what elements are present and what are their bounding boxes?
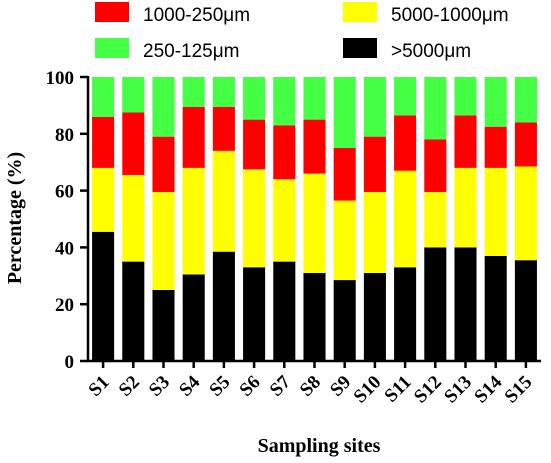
legend-label-gt-5000-m: >5000μm	[391, 41, 471, 62]
bar-s15-gt-5000-m	[514, 260, 537, 361]
bar-s4-gt-5000-m	[182, 274, 205, 361]
bar-s8-250-125-m	[303, 77, 326, 120]
bar-s6-5000-1000-m	[243, 169, 266, 268]
bar-s8-gt-5000-m	[303, 272, 326, 361]
bar-s2-5000-1000-m	[122, 174, 145, 262]
bar-s12-5000-1000-m	[424, 192, 447, 248]
y-tick-label: 80	[55, 125, 74, 146]
bar-s7-1000-250-m	[273, 125, 296, 180]
y-tick-label: 20	[55, 295, 74, 316]
x-tick-label-s2: S2	[115, 372, 144, 401]
bar-s12-1000-250-m	[424, 139, 447, 193]
bar-s5-gt-5000-m	[212, 251, 235, 361]
bars	[92, 77, 537, 361]
bar-s5-250-125-m	[212, 77, 235, 107]
x-tick-label-s8: S8	[296, 372, 325, 401]
bar-s15-1000-250-m	[514, 122, 537, 167]
x-tick-label-s15: S15	[501, 372, 537, 408]
bar-s14-250-125-m	[484, 77, 507, 127]
legend-label-250-125-m: 250-125μm	[143, 41, 240, 62]
bar-s5-1000-250-m	[212, 106, 235, 151]
bar-s1-1000-250-m	[92, 116, 115, 168]
bar-s2-1000-250-m	[122, 112, 145, 175]
bar-s3-250-125-m	[152, 77, 175, 137]
x-tick-label-s6: S6	[236, 372, 265, 401]
bar-s7-gt-5000-m	[273, 261, 296, 361]
bar-s11-1000-250-m	[394, 115, 417, 171]
bar-s13-250-125-m	[454, 77, 477, 116]
bar-s10-250-125-m	[363, 77, 386, 137]
bar-s9-5000-1000-m	[333, 200, 356, 281]
x-tick-label-s1: S1	[85, 372, 114, 401]
x-tick-label-s7: S7	[266, 371, 295, 400]
bar-s14-1000-250-m	[484, 126, 507, 168]
x-tick-label-s13: S13	[440, 372, 476, 408]
bar-s6-1000-250-m	[243, 119, 266, 170]
bar-s8-5000-1000-m	[303, 173, 326, 273]
bar-s13-gt-5000-m	[454, 247, 477, 361]
bar-s14-5000-1000-m	[484, 167, 507, 256]
bar-s7-250-125-m	[273, 77, 296, 126]
x-tick-label-s9: S9	[326, 372, 355, 401]
legend-swatch-1000-250-m	[95, 2, 129, 22]
bar-s12-gt-5000-m	[424, 247, 447, 361]
legend-swatch-5000-1000-m	[343, 2, 377, 22]
legend-label-5000-1000-m: 5000-1000μm	[391, 5, 509, 26]
bar-s4-5000-1000-m	[182, 167, 205, 275]
legend: 1000-250μm 5000-1000μm 250-125μm >5000μm	[95, 2, 509, 62]
bar-s11-5000-1000-m	[394, 170, 417, 268]
bar-s15-5000-1000-m	[514, 166, 537, 261]
bar-s13-5000-1000-m	[454, 167, 477, 248]
x-tick-label-s4: S4	[175, 371, 204, 400]
bar-s11-gt-5000-m	[394, 267, 417, 361]
bar-s14-gt-5000-m	[484, 255, 507, 361]
y-tick-label: 0	[65, 352, 75, 373]
bar-s5-5000-1000-m	[212, 150, 235, 252]
bar-s10-5000-1000-m	[363, 192, 386, 273]
bar-s3-1000-250-m	[152, 136, 175, 193]
bar-s2-gt-5000-m	[122, 261, 145, 361]
bar-s1-gt-5000-m	[92, 231, 115, 361]
x-tick-label-s5: S5	[205, 372, 234, 401]
bar-s11-250-125-m	[394, 77, 417, 116]
bar-s9-gt-5000-m	[333, 280, 356, 361]
x-tick-label-s11: S11	[381, 372, 416, 407]
x-tick-label-s3: S3	[145, 372, 174, 401]
bar-s8-1000-250-m	[303, 119, 326, 174]
bar-s3-5000-1000-m	[152, 192, 175, 290]
bar-s1-5000-1000-m	[92, 167, 115, 232]
y-axis-title: Percentage (%)	[4, 152, 26, 284]
y-tick-label: 60	[55, 182, 74, 203]
bar-s15-250-125-m	[514, 77, 537, 123]
x-tick-label-s14: S14	[470, 371, 506, 407]
legend-swatch-250-125-m	[95, 38, 129, 58]
bar-s2-250-125-m	[122, 77, 145, 113]
bar-s1-250-125-m	[92, 77, 115, 117]
y-tick-label: 100	[46, 68, 75, 89]
bar-s10-gt-5000-m	[363, 272, 386, 361]
y-tick-label: 40	[55, 238, 74, 259]
bar-s3-gt-5000-m	[152, 290, 175, 361]
legend-swatch-gt-5000-m	[343, 38, 377, 58]
bar-s4-1000-250-m	[182, 106, 205, 168]
x-tick-label-s12: S12	[410, 372, 446, 408]
bar-s13-1000-250-m	[454, 115, 477, 168]
x-tick-label-s10: S10	[350, 372, 386, 408]
bar-s6-gt-5000-m	[243, 267, 266, 361]
bar-s9-250-125-m	[333, 77, 356, 148]
bar-s9-1000-250-m	[333, 148, 356, 201]
bar-s7-5000-1000-m	[273, 179, 296, 262]
bar-s10-1000-250-m	[363, 136, 386, 193]
bar-s4-250-125-m	[182, 77, 205, 107]
legend-label-1000-250-m: 1000-250μm	[143, 5, 250, 26]
x-axis-title: Sampling sites	[258, 435, 381, 457]
bar-s6-250-125-m	[243, 77, 266, 120]
bar-s12-250-125-m	[424, 77, 447, 140]
